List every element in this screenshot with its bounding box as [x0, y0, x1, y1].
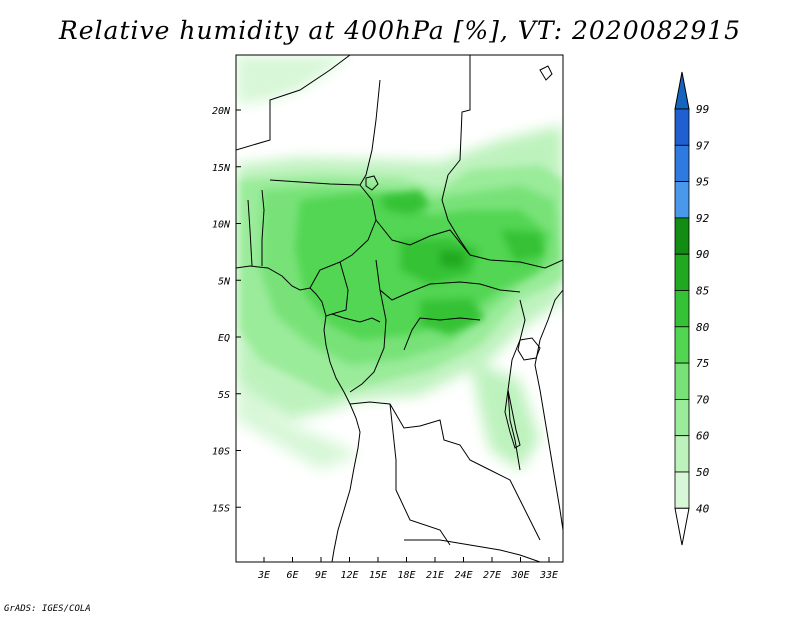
colorbar-label: 99: [696, 103, 709, 116]
west-africa-coast: [236, 265, 361, 562]
border-benin: [247, 199, 253, 267]
colorbar-label: 80: [696, 321, 710, 334]
lat-label: 10S: [212, 447, 230, 458]
east-coast: [534, 289, 563, 531]
lon-label: 24E: [454, 570, 472, 581]
coastlines-borders: [236, 55, 563, 562]
map-title: Relative humidity at 400hPa [%], VT: 202…: [58, 16, 742, 45]
colorbar-top-arrow: [674, 71, 690, 110]
border-libya-egypt: [447, 55, 471, 176]
border-cameroon-congo: [325, 261, 349, 317]
colorbar: 99 97 95 92 90 85 80 75 70 60 50 40: [674, 71, 710, 546]
colorbar-label: 97: [696, 139, 710, 152]
red-sea-coast: [539, 65, 553, 81]
colorbar-label: 50: [696, 466, 710, 479]
colorbar-segment: [674, 253, 690, 291]
colorbar-label: 85: [696, 285, 709, 298]
latitude-axis: 20N 15N 10N 5N EQ 5S 10S 15S: [212, 106, 241, 514]
colorbar-segment: [674, 108, 690, 146]
border-nigeria-cameroon: [309, 184, 377, 289]
border-congo-drc: [349, 289, 387, 393]
lon-label: 9E: [315, 570, 327, 581]
colorbar-segment: [674, 398, 690, 437]
border-car-south: [375, 259, 521, 301]
lon-label: 6E: [286, 570, 298, 581]
colorbar-label: 70: [696, 393, 710, 406]
lon-label: 33E: [539, 570, 558, 581]
lat-label: 5N: [218, 276, 231, 287]
border-gabon-congo: [331, 313, 381, 323]
colorbar-segment: [674, 471, 690, 509]
colorbar-segment: [674, 326, 690, 364]
lat-label: 15S: [212, 503, 230, 514]
lat-label: EQ: [218, 333, 230, 344]
lon-label: 30E: [510, 570, 529, 581]
colorbar-segment: [674, 181, 690, 219]
colorbar-segment: [674, 144, 690, 183]
colorbar-label: 40: [696, 502, 710, 515]
border-angola-zambia: [389, 403, 451, 546]
lon-label: 21E: [426, 570, 444, 581]
border-nigeria-west: [261, 189, 265, 266]
border-chad-sudan: [441, 174, 471, 256]
colorbar-label: 92: [696, 212, 710, 225]
border-sudan-east: [469, 254, 563, 269]
border-zambia: [489, 469, 541, 541]
border-drc-angola: [349, 401, 491, 471]
colorbar-segment: [674, 290, 690, 328]
lake-chad: [365, 175, 379, 191]
map-frame: [235, 54, 564, 563]
border-niger-nigeria: [269, 179, 361, 186]
colorbar-label: 90: [696, 248, 710, 261]
colorbar-label: 75: [696, 357, 709, 370]
colorbar-label: 60: [696, 430, 710, 443]
border-southern-africa: [404, 539, 541, 562]
lon-label: 3E: [257, 570, 270, 581]
colorbar-segment: [674, 217, 690, 255]
congo-river: [403, 317, 481, 351]
credit-text: GrADS: IGES/COLA: [4, 604, 91, 614]
humidity-fill-high: [295, 190, 550, 340]
colorbar-segment: [674, 362, 690, 400]
lon-label: 15E: [369, 570, 387, 581]
lat-label: 5S: [218, 390, 230, 401]
border-east-lakes: [507, 299, 526, 471]
lon-label: 12E: [340, 570, 358, 581]
lake-victoria: [517, 337, 541, 361]
border-niger-chad: [359, 79, 381, 186]
lake-tanganyika: [504, 389, 521, 449]
longitude-axis: 3E 6E 9E 12E 15E 18E 21E 24E 27E 30E 33E: [257, 557, 558, 581]
lat-label: 15N: [212, 163, 231, 174]
lon-label: 18E: [397, 570, 415, 581]
colorbar-bottom-arrow: [674, 507, 690, 546]
border-chad-car: [375, 219, 471, 256]
lon-label: 27E: [483, 570, 501, 581]
border-algeria-niger: [236, 55, 351, 151]
colorbar-segment: [674, 435, 690, 473]
colorbar-label: 95: [696, 176, 709, 189]
lat-label: 20N: [212, 106, 231, 117]
lat-label: 10N: [212, 220, 231, 231]
humidity-field: [236, 55, 563, 470]
